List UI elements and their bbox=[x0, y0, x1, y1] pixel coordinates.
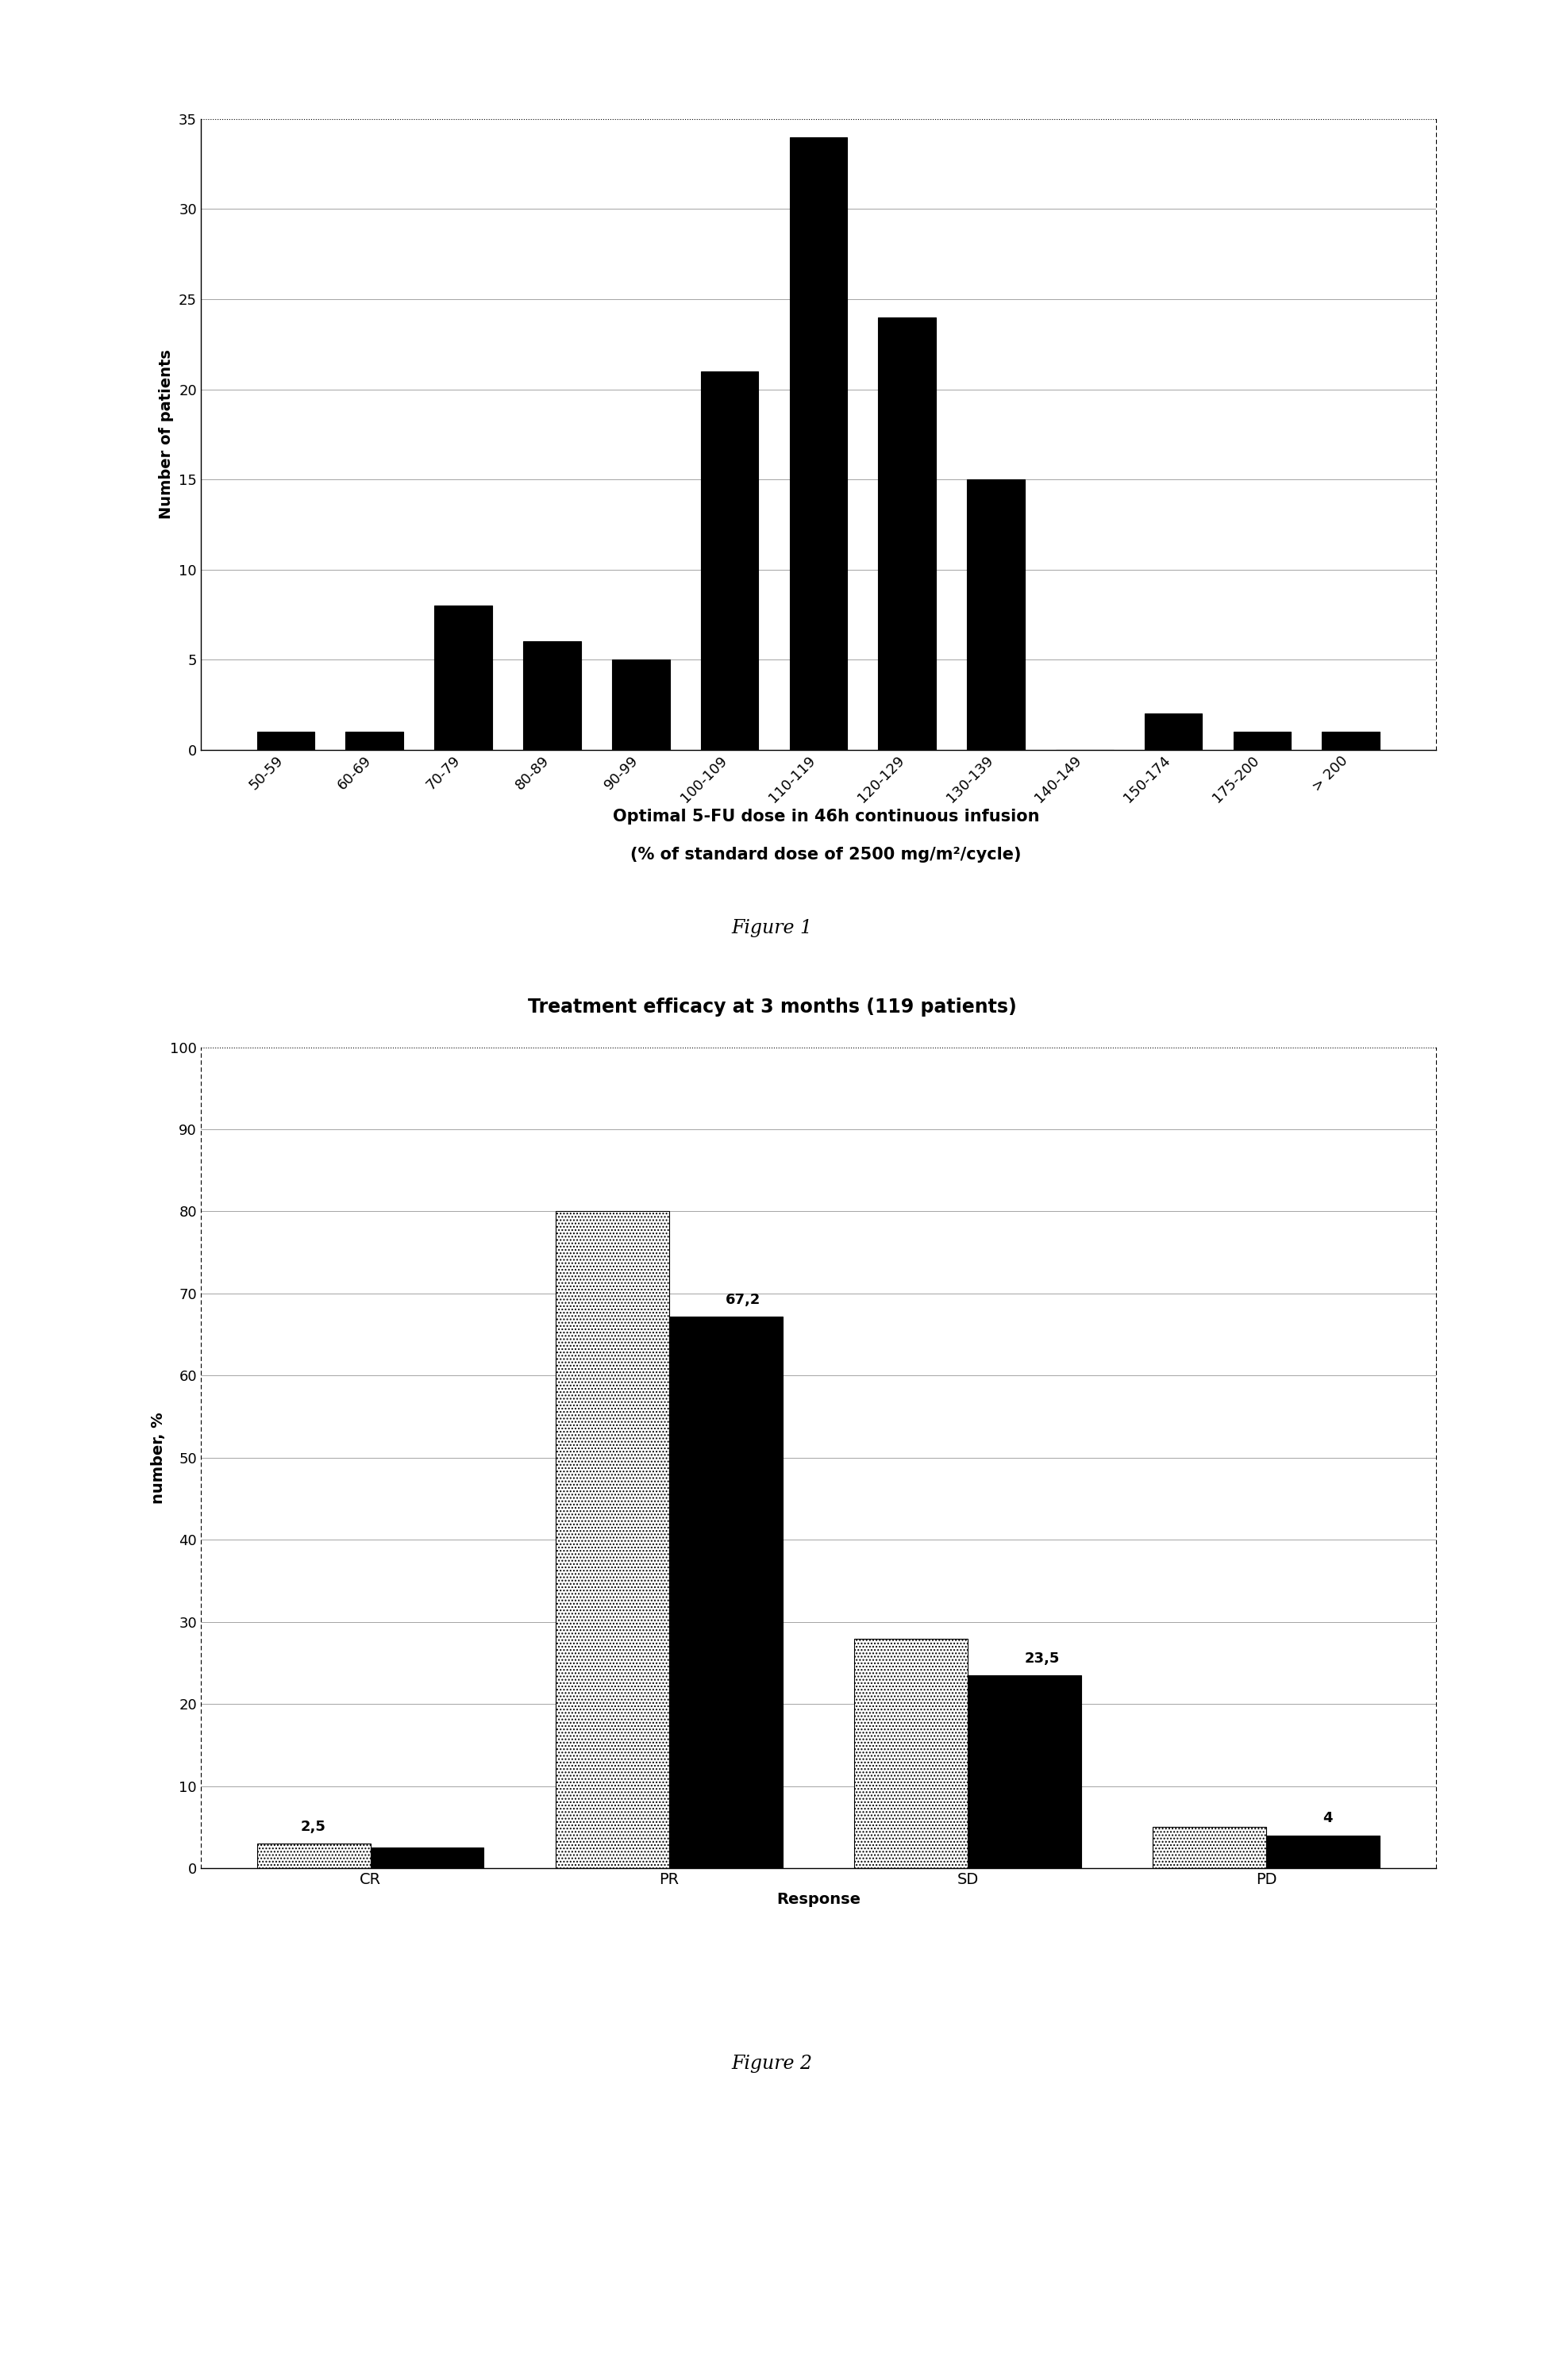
Text: Optimal 5-FU dose in 46h continuous infusion: Optimal 5-FU dose in 46h continuous infu… bbox=[613, 809, 1039, 823]
Y-axis label: number, %: number, % bbox=[150, 1411, 165, 1504]
Text: Treatment efficacy at 3 months (119 patients): Treatment efficacy at 3 months (119 pati… bbox=[528, 997, 1016, 1016]
Bar bbox=[1234, 731, 1291, 750]
Bar bbox=[346, 731, 403, 750]
Text: 2,5: 2,5 bbox=[301, 1821, 326, 1835]
Text: 67,2: 67,2 bbox=[726, 1292, 761, 1307]
Bar bbox=[968, 1676, 1081, 1868]
Bar bbox=[1322, 731, 1380, 750]
Bar bbox=[371, 1847, 483, 1868]
Text: 4: 4 bbox=[1323, 1811, 1332, 1825]
Text: 23,5: 23,5 bbox=[1024, 1652, 1059, 1666]
Bar bbox=[434, 605, 493, 750]
Text: (% of standard dose of 2500 mg/m²/cycle): (% of standard dose of 2500 mg/m²/cycle) bbox=[630, 847, 1022, 862]
Y-axis label: Number of patients: Number of patients bbox=[159, 350, 174, 519]
Bar bbox=[1153, 1828, 1266, 1868]
Text: Figure 1: Figure 1 bbox=[732, 919, 812, 938]
X-axis label: Response: Response bbox=[777, 1892, 860, 1906]
Text: Figure 2: Figure 2 bbox=[732, 2054, 812, 2073]
Bar bbox=[556, 1211, 669, 1868]
Bar bbox=[1266, 1835, 1380, 1868]
Bar bbox=[879, 317, 936, 750]
Bar bbox=[701, 371, 758, 750]
Bar bbox=[789, 138, 848, 750]
Bar bbox=[854, 1637, 968, 1868]
Bar bbox=[523, 643, 581, 750]
Bar bbox=[669, 1316, 783, 1868]
Bar bbox=[967, 478, 1025, 750]
Bar bbox=[256, 731, 315, 750]
Bar bbox=[256, 1844, 371, 1868]
Bar bbox=[1144, 714, 1203, 750]
Bar bbox=[611, 659, 670, 750]
